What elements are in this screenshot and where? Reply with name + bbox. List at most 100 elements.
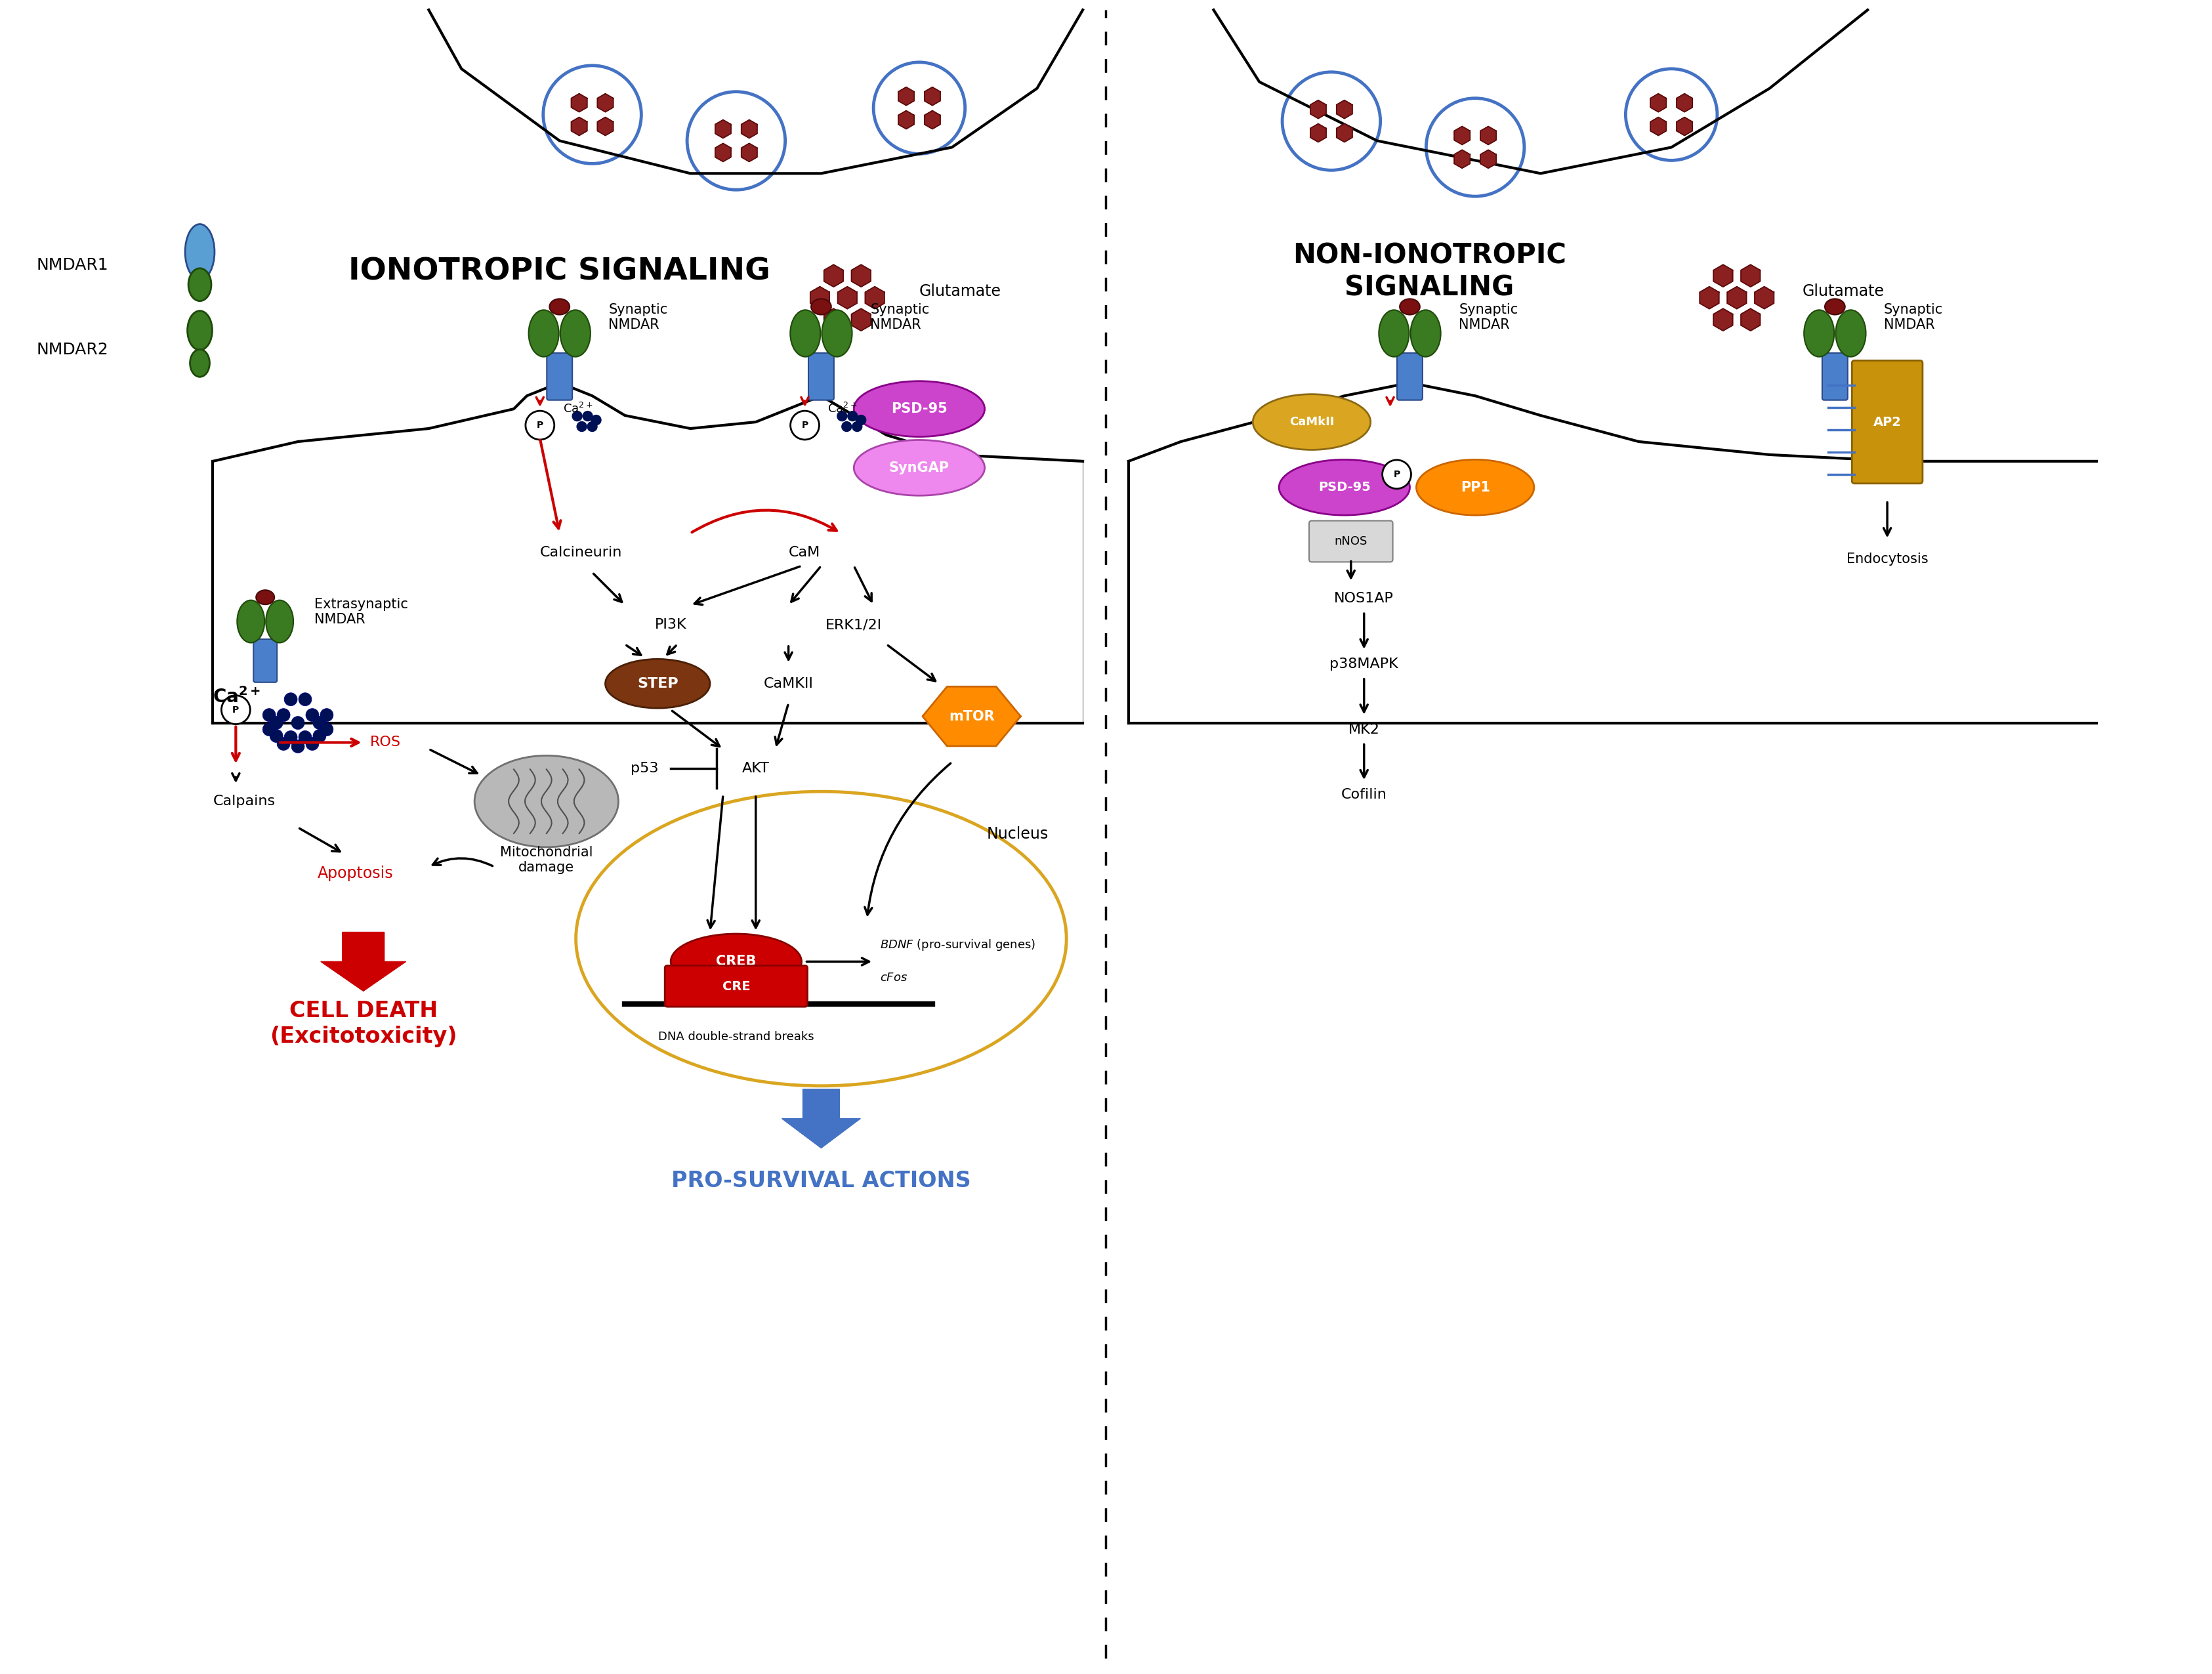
Ellipse shape [606, 660, 710, 708]
Ellipse shape [854, 440, 984, 496]
Circle shape [276, 737, 290, 750]
Polygon shape [321, 932, 405, 991]
Circle shape [292, 740, 305, 753]
Text: PRO-SURVIVAL ACTIONS: PRO-SURVIVAL ACTIONS [672, 1170, 971, 1192]
Text: $\it{cFos}$: $\it{cFos}$ [880, 973, 907, 984]
Ellipse shape [188, 311, 212, 350]
Polygon shape [1310, 124, 1327, 142]
Ellipse shape [1400, 300, 1420, 315]
Ellipse shape [257, 591, 274, 604]
Text: PSD-95: PSD-95 [1318, 480, 1371, 494]
Text: NMDAR2: NMDAR2 [35, 341, 108, 358]
Ellipse shape [1252, 393, 1371, 450]
Ellipse shape [188, 268, 212, 301]
FancyBboxPatch shape [1398, 353, 1422, 400]
Polygon shape [898, 87, 914, 105]
Circle shape [305, 737, 319, 750]
FancyBboxPatch shape [1823, 353, 1847, 400]
Ellipse shape [1378, 310, 1409, 357]
Polygon shape [1714, 264, 1732, 286]
Text: Calcineurin: Calcineurin [540, 546, 622, 559]
Text: AKT: AKT [741, 762, 770, 775]
Polygon shape [865, 286, 885, 308]
Text: CREB: CREB [717, 956, 757, 968]
Text: Ca$^{2+}$: Ca$^{2+}$ [827, 402, 858, 415]
Text: MK2: MK2 [1349, 723, 1380, 737]
Polygon shape [925, 87, 940, 105]
Polygon shape [1336, 100, 1352, 119]
Polygon shape [1310, 100, 1327, 119]
Ellipse shape [1825, 300, 1845, 315]
Circle shape [591, 415, 602, 425]
Text: $\mathbf{Ca^{2+}}$: $\mathbf{Ca^{2+}}$ [212, 686, 261, 706]
Polygon shape [1754, 286, 1774, 308]
Circle shape [790, 410, 818, 440]
Circle shape [573, 412, 582, 422]
Polygon shape [741, 144, 757, 162]
Circle shape [688, 92, 785, 189]
FancyBboxPatch shape [546, 353, 573, 400]
Text: CaMKII: CaMKII [763, 676, 814, 690]
Circle shape [312, 730, 325, 743]
Polygon shape [823, 308, 843, 331]
Text: Cofilin: Cofilin [1340, 788, 1387, 802]
Circle shape [299, 732, 312, 743]
Circle shape [577, 422, 586, 432]
Circle shape [843, 422, 852, 432]
Text: CELL DEATH
(Excitotoxicity): CELL DEATH (Excitotoxicity) [270, 1001, 458, 1048]
Ellipse shape [1805, 310, 1834, 357]
FancyBboxPatch shape [1310, 521, 1394, 562]
Circle shape [1283, 72, 1380, 171]
Text: Extrasynaptic
NMDAR: Extrasynaptic NMDAR [314, 598, 407, 626]
Text: Mitochondrial
damage: Mitochondrial damage [500, 845, 593, 874]
Text: NON-IONOTROPIC
SIGNALING: NON-IONOTROPIC SIGNALING [1292, 241, 1566, 301]
Polygon shape [571, 94, 586, 112]
FancyBboxPatch shape [807, 353, 834, 400]
Text: Glutamate: Glutamate [920, 283, 1002, 300]
Ellipse shape [790, 310, 821, 357]
Circle shape [847, 412, 858, 422]
Circle shape [856, 415, 865, 425]
Circle shape [874, 62, 964, 154]
Circle shape [526, 410, 555, 440]
Polygon shape [1677, 94, 1692, 112]
Ellipse shape [823, 310, 852, 357]
FancyBboxPatch shape [254, 639, 276, 683]
Ellipse shape [670, 934, 801, 989]
Circle shape [852, 422, 863, 432]
Polygon shape [898, 110, 914, 129]
Circle shape [283, 732, 296, 743]
Text: CaM: CaM [787, 546, 821, 559]
Ellipse shape [560, 310, 591, 357]
Circle shape [292, 716, 305, 730]
Polygon shape [1699, 286, 1719, 308]
Text: CaMkII: CaMkII [1290, 417, 1334, 429]
Text: Glutamate: Glutamate [1803, 283, 1885, 300]
Circle shape [270, 716, 283, 730]
Circle shape [263, 723, 276, 737]
Polygon shape [852, 264, 872, 286]
Ellipse shape [1416, 460, 1535, 516]
Polygon shape [714, 144, 730, 162]
Text: IONOTROPIC SIGNALING: IONOTROPIC SIGNALING [349, 256, 770, 286]
Ellipse shape [265, 601, 294, 643]
Ellipse shape [1836, 310, 1867, 357]
Text: Endocytosis: Endocytosis [1847, 552, 1929, 566]
Polygon shape [852, 308, 872, 331]
Text: NOS1AP: NOS1AP [1334, 593, 1394, 606]
Ellipse shape [549, 300, 571, 315]
Polygon shape [714, 121, 730, 139]
Circle shape [283, 693, 296, 706]
Ellipse shape [854, 382, 984, 437]
Polygon shape [925, 110, 940, 129]
Circle shape [276, 708, 290, 721]
Polygon shape [1650, 117, 1666, 136]
Ellipse shape [476, 755, 619, 847]
Text: STEP: STEP [637, 676, 679, 690]
Text: mTOR: mTOR [949, 710, 995, 723]
Circle shape [1427, 99, 1524, 196]
Circle shape [582, 412, 593, 422]
Polygon shape [1741, 264, 1761, 286]
Circle shape [321, 723, 334, 737]
Text: nNOS: nNOS [1334, 536, 1367, 547]
